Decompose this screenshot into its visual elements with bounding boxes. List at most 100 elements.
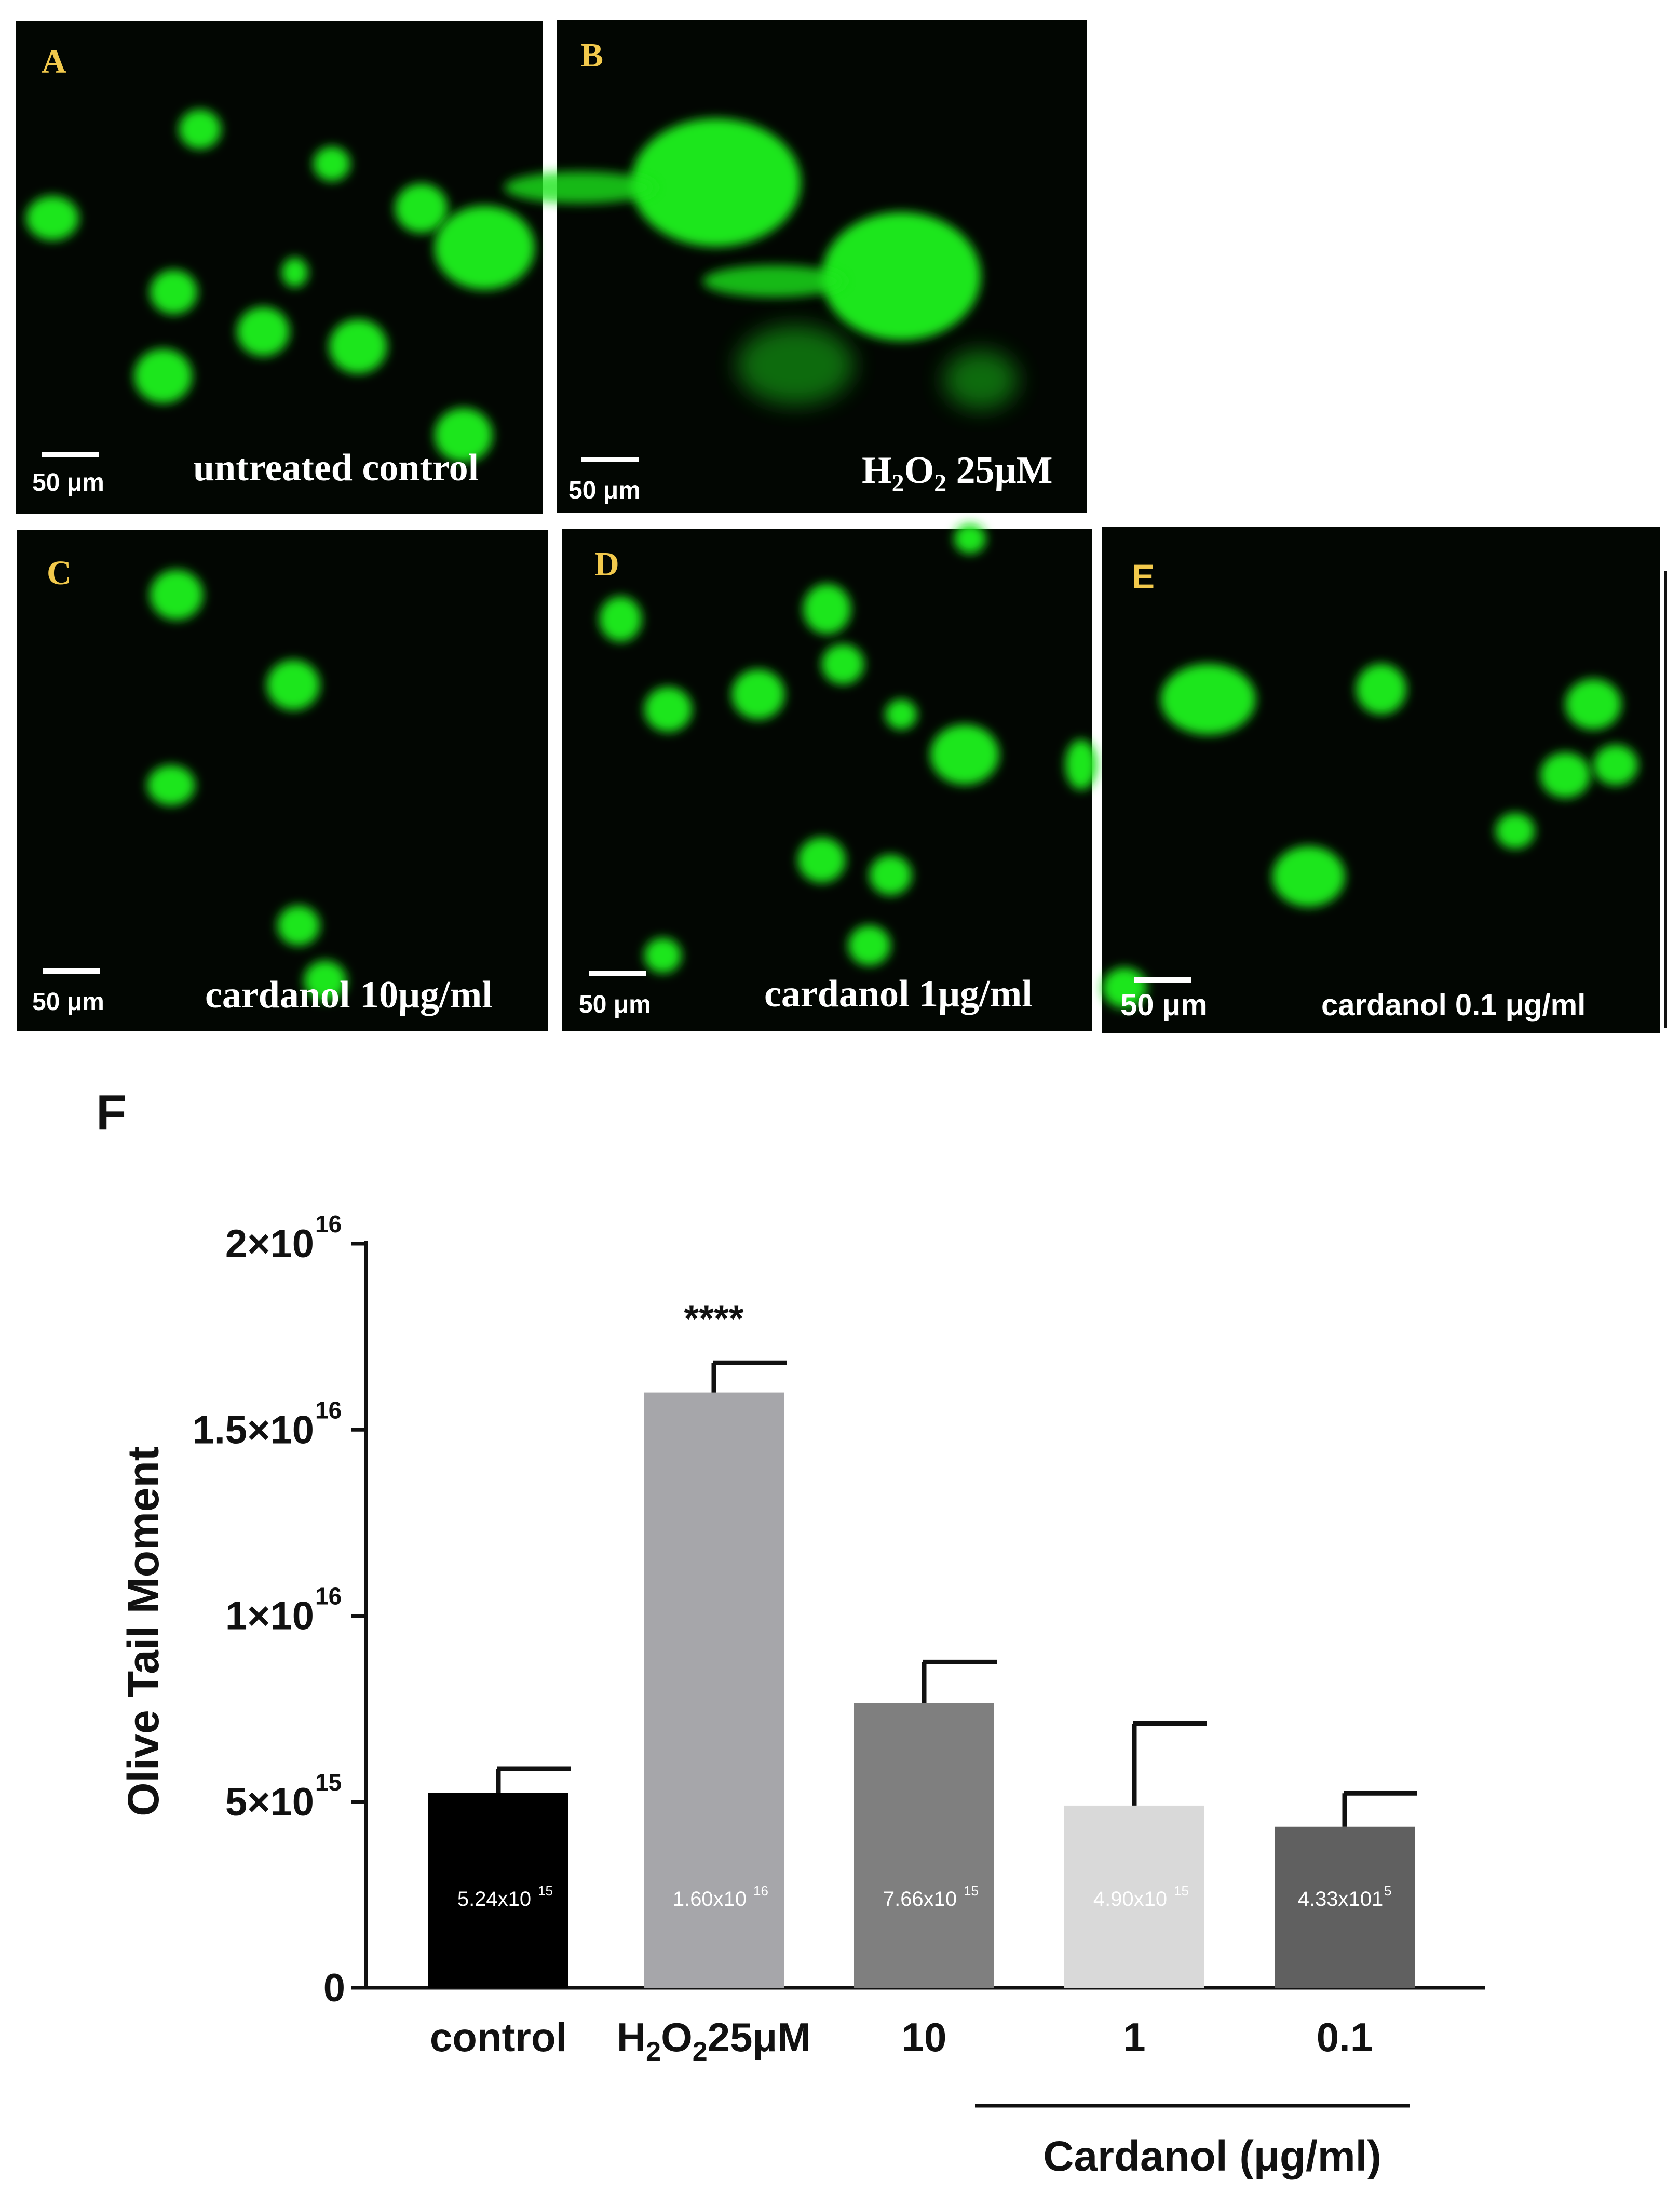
cell-nucleus [644,938,682,973]
panel-d-scale-label: 50 μm [579,991,651,1018]
bar [854,1703,994,1988]
cell-nucleus [150,270,198,315]
panel-a: A 50 μm untreated control [16,21,543,514]
cell-nucleus [434,408,493,463]
cell-nucleus [434,206,535,290]
cell-nucleus [737,326,854,405]
y-tick-exponent: 16 [315,1583,342,1610]
y-tick-exponent: 16 [315,1210,342,1237]
cell-nucleus [731,669,785,720]
panel-c-letter: C [47,554,72,592]
cell-nucleus [1356,664,1406,715]
bar [428,1793,568,1988]
panel-f-letter: F [96,1085,127,1140]
cell-nucleus [848,925,891,966]
panel-a-condition: untreated control [193,447,479,489]
category-label: 10 [902,2014,947,2060]
panel-b-condition-conc: 25μM [946,449,1052,492]
y-tick-label: 1.5×10 [192,1408,314,1452]
panel-d-cells [599,523,1098,973]
panel-c-scale-label: 50 μm [32,988,104,1016]
bar [644,1392,784,1988]
cell-nucleus [631,118,801,247]
panel-b: B 50 μm H2O2 25μM [504,20,1087,513]
cell-nucleus [277,905,320,946]
cell-nucleus [599,596,642,642]
cell-nucleus [313,146,350,181]
cell-nucleus [26,196,79,240]
panel-b-scale-bar [581,457,639,462]
bar-data-label-exponent: 15 [538,1883,553,1899]
cell-nucleus [943,350,1018,410]
bar-data-label: 4.33x101 [1298,1888,1384,1910]
panel-e-scale-label: 50 μm [1120,988,1208,1022]
panel-c-scale-bar [43,968,100,974]
panel-b-cells [504,118,1018,410]
panel-e: E 50 μm cardanol 0.1 μg/ml [1102,527,1660,1033]
y-tick-label: 2×10 [225,1222,314,1266]
cell-nucleus [237,307,290,356]
panel-b-scale-label: 50 μm [568,477,641,504]
bar-data-label: 4.90x10 [1093,1888,1167,1910]
cell-nucleus [147,765,195,805]
panel-a-cells [26,110,535,463]
cell-nucleus [1065,739,1098,790]
panel-e-letter: E [1132,557,1155,596]
panel-d-scale-bar [589,971,646,976]
panel-b-condition-sub2: 2 [934,469,946,497]
y-tick-exponent: 15 [315,1769,342,1796]
category-label: 1 [1123,2014,1145,2060]
cell-nucleus [954,523,986,554]
panel-b-condition: H2O2 25μM [862,449,1052,497]
y-tick-label: 1×10 [225,1594,314,1638]
panel-b-letter: B [580,36,603,74]
panel-d-letter: D [594,545,619,583]
y-tick-label: 5×10 [225,1780,314,1824]
cell-nucleus [1160,664,1256,735]
category-label: 0.1 [1317,2014,1373,2060]
y-tick-exponent: 16 [315,1396,342,1423]
cell-nucleus [644,687,692,732]
panel-a-scale-label: 50 μm [32,469,104,496]
cell-nucleus [304,960,347,1001]
category-label: H2O225μM [617,2014,811,2067]
panel-e-condition: cardanol 0.1 μg/ml [1321,988,1586,1022]
cell-nucleus [281,258,308,287]
cell-nucleus [803,584,851,635]
panel-e-right-edge-line [1664,571,1667,1028]
cell-nucleus [134,348,193,403]
panel-d-condition: cardanol 1μg/ml [764,973,1033,1015]
bar-data-label-exponent: 15 [1174,1883,1189,1899]
cell-nucleus [329,319,387,374]
significance-marker: **** [684,1297,743,1340]
cell-nucleus [797,837,846,883]
bar-data-label-exponent: 15 [964,1883,979,1899]
cell-nucleus [1495,813,1535,849]
comet-tail [702,265,846,298]
bar-data-label: 7.66x10 [883,1888,957,1910]
bar-data-label: 5.24x10 [457,1888,531,1910]
bar-data-label-exponent: 5 [1384,1883,1391,1899]
y-axis-title: Olive Tail Moment [119,1446,168,1816]
panel-d: D 50 μm cardanol 1μg/ml [562,523,1098,1031]
cell-nucleus [821,644,864,684]
panel-c: C 50 μm cardanol 10μg/ml [17,530,548,1031]
group-label: Cardanol (μg/ml) [1043,2133,1381,2180]
cell-nucleus [885,699,917,730]
cell-nucleus [822,212,981,341]
cell-nucleus [150,570,204,620]
panel-b-condition-h: H [862,449,892,492]
bar-data-label: 1.60x10 [673,1888,747,1910]
panel-c-condition: cardanol 10μg/ml [205,974,493,1016]
cell-nucleus [1565,679,1621,730]
comet-tail [504,171,657,204]
panel-e-scale-bar [1134,977,1191,983]
panel-c-cells [147,570,347,1001]
cell-nucleus [1272,846,1345,907]
bar [1064,1805,1204,1988]
cell-nucleus [1540,752,1591,798]
cell-nucleus [869,855,912,895]
